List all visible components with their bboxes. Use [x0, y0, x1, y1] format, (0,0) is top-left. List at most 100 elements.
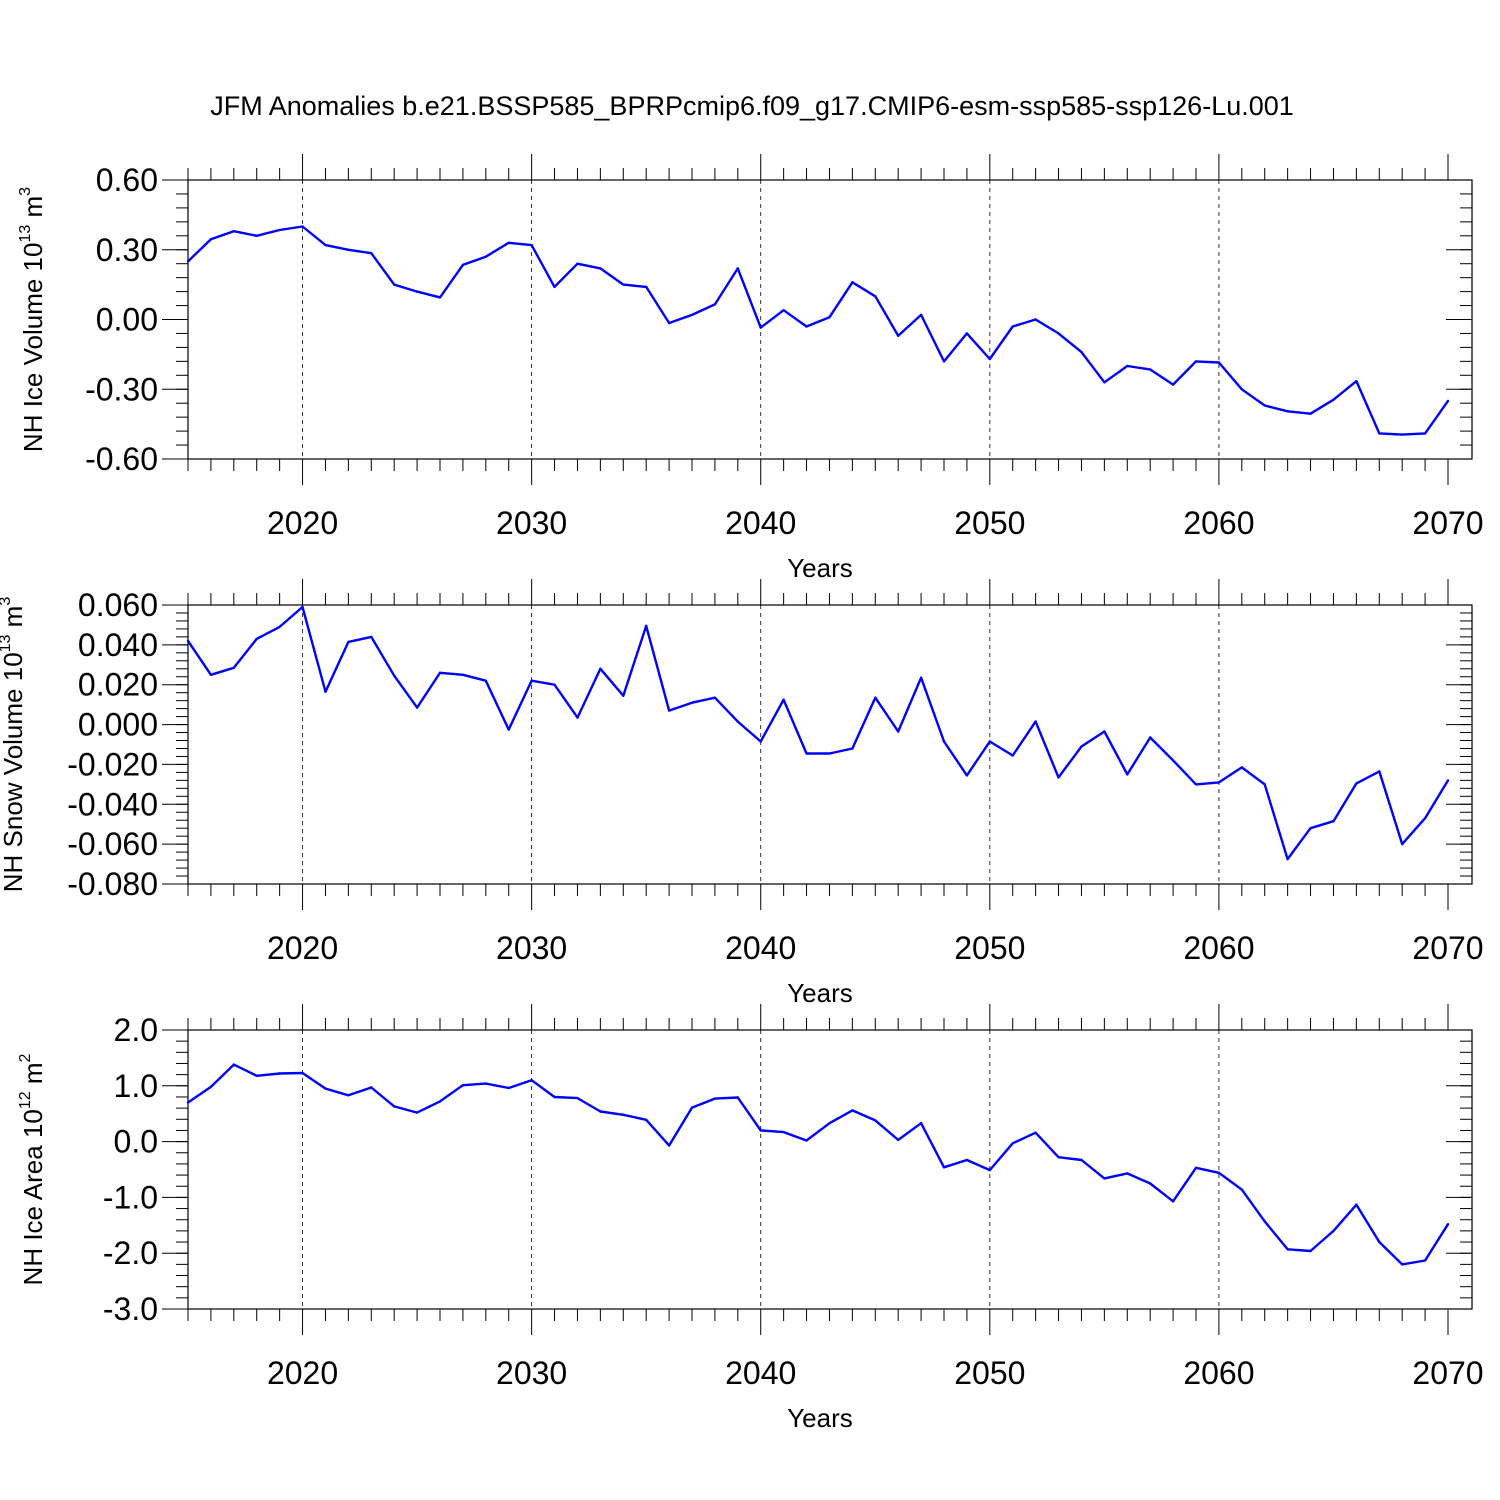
data-point [553, 1095, 556, 1099]
data-point [1263, 404, 1266, 407]
data-point [965, 332, 969, 335]
data-point [965, 1158, 969, 1162]
data-point [1423, 432, 1427, 435]
y-tick-label: 0.040 [78, 627, 158, 663]
data-point [438, 1100, 442, 1103]
data-point [1401, 1263, 1404, 1266]
y-axis-label: NH Ice Volume 1013 m3 [17, 187, 48, 452]
panel-1: 2020 2030 2040 2050 2060 2070 Years 0.60 0.30 0.0… [17, 154, 1484, 583]
y-axis-label-unit: m [0, 606, 28, 635]
data-point [461, 1084, 465, 1087]
data-point [530, 243, 533, 247]
data-point [1217, 1171, 1221, 1175]
data-point [576, 1096, 579, 1100]
data-point [1401, 433, 1404, 436]
y-axis-label-exponent: 13 [0, 634, 14, 652]
data-point [1057, 1156, 1060, 1159]
data-point [1217, 781, 1221, 784]
y-tick-label: -0.080 [67, 866, 158, 902]
data-point [415, 290, 419, 293]
x-tick-label: 2050 [954, 930, 1025, 966]
x-tick-label: 2050 [954, 505, 1025, 541]
data-point [965, 774, 969, 777]
data-point [713, 1097, 717, 1100]
data-point [919, 676, 923, 679]
data-point [1149, 368, 1152, 371]
data-point [1286, 1248, 1289, 1251]
data-point [1103, 1177, 1106, 1180]
x-tick-label: 2070 [1412, 505, 1483, 541]
data-point [576, 716, 579, 719]
data-point [1378, 1240, 1381, 1244]
data-point [278, 1072, 281, 1075]
data-point [942, 1166, 946, 1169]
x-axis-label: Years [787, 1403, 853, 1433]
x-tick-label: 2040 [725, 930, 796, 966]
data-point [897, 334, 900, 337]
x-tick-label: 2060 [1183, 930, 1254, 966]
data-point [736, 720, 739, 723]
data-point [393, 674, 396, 677]
data-point [759, 326, 762, 329]
data-point [1446, 399, 1450, 403]
data-point [301, 1071, 304, 1075]
data-point [759, 1129, 762, 1132]
y-tick-label: -0.040 [67, 786, 158, 822]
data-point [1263, 1220, 1266, 1223]
y-tick-label: 0.020 [78, 667, 158, 703]
data-point [370, 252, 373, 255]
data-point [1240, 388, 1244, 391]
data-point [278, 228, 281, 232]
y-tick-label: -0.60 [85, 441, 158, 477]
y-axis-label-exponent: 12 [17, 1091, 34, 1109]
data-point [209, 1085, 213, 1089]
data-point [988, 1168, 991, 1172]
plot-frame [187, 1029, 1473, 1310]
data-point [324, 690, 327, 693]
data-point [1194, 1166, 1198, 1170]
data-point [1240, 766, 1244, 769]
panels: 2020 2030 2040 2050 2060 2070 Years 0.60 0.30 0.0… [0, 154, 1484, 1433]
data-point [209, 673, 213, 676]
data-point [186, 1101, 190, 1104]
data-point [1080, 745, 1083, 748]
y-axis-label-unit-exponent: 2 [17, 1053, 34, 1062]
data-point [942, 740, 946, 743]
data-point [461, 673, 465, 676]
y-axis-label-unit-exponent: 3 [17, 187, 34, 196]
y-tick-label: 1.0 [114, 1068, 158, 1104]
data-point [736, 1096, 739, 1099]
data-point [1332, 398, 1335, 401]
data-point [1149, 1182, 1152, 1185]
x-tick-label: 2040 [725, 505, 796, 541]
data-point [667, 321, 671, 325]
data-point [1332, 1229, 1335, 1233]
data-point [1263, 783, 1266, 786]
data-point [874, 696, 877, 699]
data-point [393, 283, 396, 286]
data-point [1217, 361, 1221, 364]
x-tick-label: 2070 [1412, 1355, 1483, 1391]
data-point [622, 283, 625, 286]
y-axis-label-unit-exponent: 3 [0, 597, 14, 606]
y-axis-label-unit: m [18, 196, 48, 225]
data-point [805, 752, 808, 755]
y-axis-label: NH Snow Volume 1013 m3 [0, 597, 28, 893]
data-point [1034, 720, 1037, 723]
data-point [988, 740, 991, 743]
data-point [347, 248, 350, 251]
data-point [347, 1094, 350, 1097]
y-tick-label: 0.30 [96, 232, 158, 268]
data-point [759, 740, 762, 743]
data-point [782, 1130, 785, 1134]
data-point [255, 1074, 258, 1078]
y-tick-label: -3.0 [103, 1291, 158, 1327]
data-point [484, 679, 487, 682]
data-point [645, 624, 648, 628]
x-tick-label: 2060 [1183, 1355, 1254, 1391]
data-point [530, 679, 533, 682]
data-point [438, 296, 442, 299]
y-tick-label: 0.60 [96, 162, 158, 198]
data-point [324, 243, 327, 247]
data-point [186, 260, 190, 263]
